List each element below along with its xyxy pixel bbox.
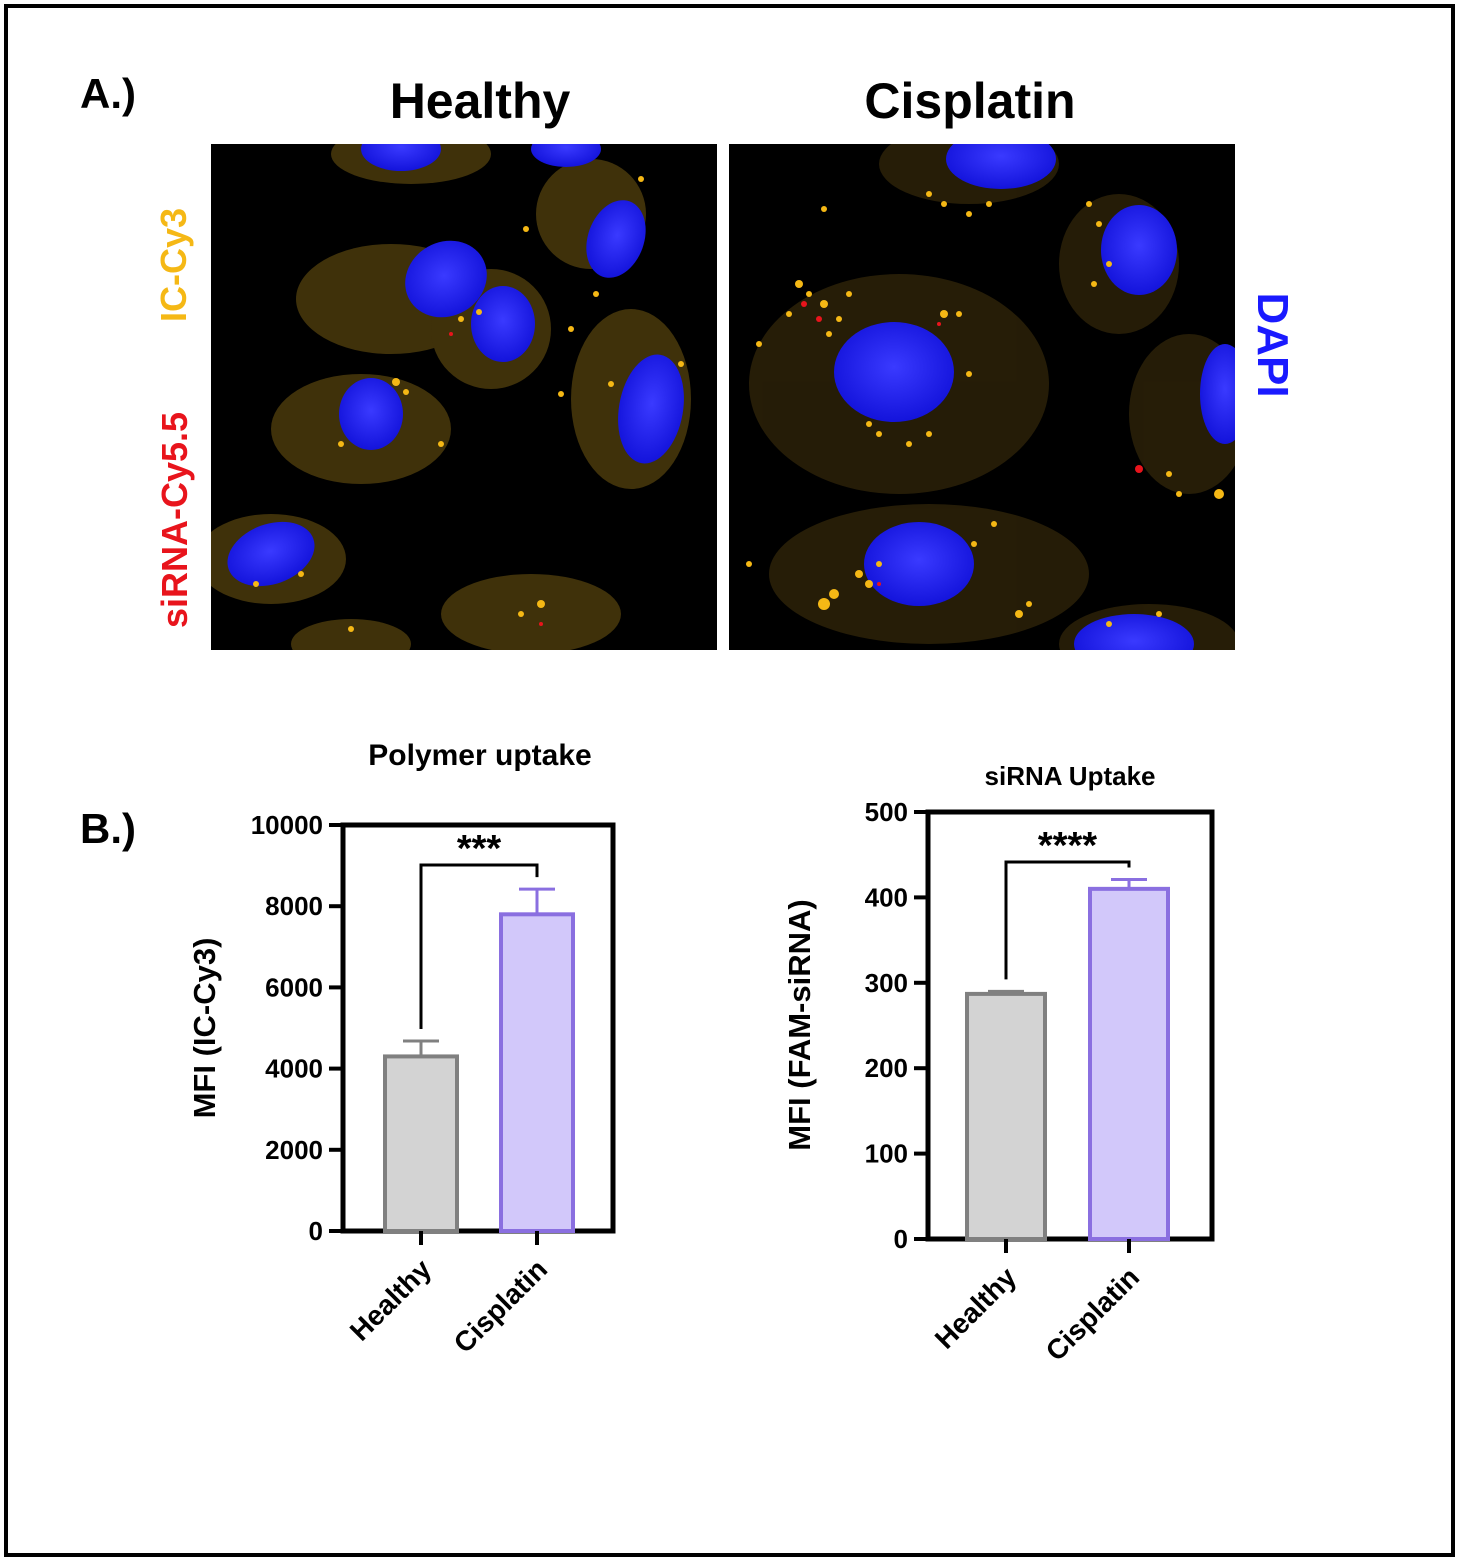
y-tick-label: 0	[309, 1216, 323, 1246]
significance-bracket	[419, 863, 539, 1029]
x-tick-label: Healthy	[344, 1253, 438, 1347]
y-tick-label: 0	[894, 1224, 908, 1254]
panel-a-label: A.)	[80, 70, 136, 117]
channel-label-ic-cy3: IC-Cy3	[153, 207, 194, 323]
y-axis-label: MFI (IC-Cy3)	[187, 938, 222, 1119]
chart-polymer-uptake: Polymer uptake MFI (IC-Cy3) 0 2000 4000 600…	[170, 725, 640, 1405]
chart-title: siRNA Uptake	[985, 761, 1156, 791]
y-tick-label: 6000	[265, 972, 323, 1002]
y-tick-label: 4000	[265, 1054, 323, 1084]
x-tick-label: Cisplatin	[448, 1253, 554, 1359]
channel-label-sirna-cy5-5: siRNA-Cy5.5	[154, 411, 195, 629]
significance-stars: ***	[457, 828, 502, 870]
significance-stars: ****	[1038, 825, 1097, 867]
plot-frame	[925, 809, 1215, 1242]
chart-sirna-uptake: siRNA Uptake MFI (FAM-siRNA) 0 100 200 300 4…	[770, 745, 1230, 1435]
column-title-cisplatin: Cisplatin	[864, 73, 1076, 129]
channel-label-dapi: DAPI	[1248, 292, 1297, 398]
bar-healthy	[383, 1054, 459, 1234]
y-tick-label: 100	[865, 1139, 908, 1169]
chart-title: Polymer uptake	[368, 739, 591, 772]
y-tick-label: 500	[865, 797, 908, 827]
y-tick-label: 2000	[265, 1135, 323, 1165]
bar-cisplatin	[1088, 886, 1170, 1242]
y-tick-label: 300	[865, 968, 908, 998]
plot-frame	[340, 822, 616, 1234]
y-tick-label: 400	[865, 882, 908, 912]
column-title-healthy: Healthy	[389, 73, 571, 129]
micrograph-healthy	[211, 144, 717, 650]
figure-frame	[4, 4, 1455, 1557]
significance-bracket	[1004, 860, 1131, 980]
y-tick-label: 200	[865, 1053, 908, 1083]
micrograph-cisplatin	[729, 144, 1235, 650]
bar-cisplatin	[499, 912, 575, 1233]
bar-healthy	[965, 991, 1047, 1241]
y-axis-label: MFI (FAM-siRNA)	[782, 899, 817, 1150]
panel-b-label: B.)	[80, 805, 136, 852]
x-tick-label: Healthy	[929, 1261, 1023, 1355]
y-tick-label: 8000	[265, 891, 323, 921]
x-tick-label: Cisplatin	[1040, 1261, 1146, 1367]
y-tick-label: 10000	[251, 810, 323, 840]
